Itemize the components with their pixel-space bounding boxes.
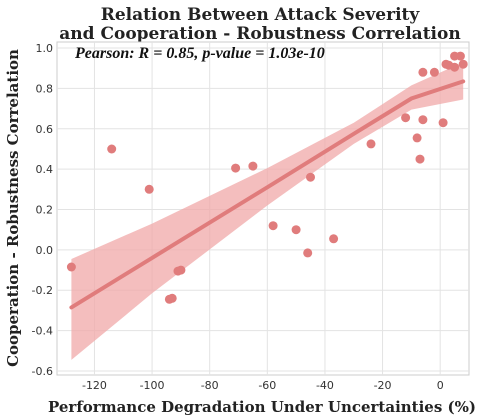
y-tick-label: 1.0 — [36, 42, 54, 55]
data-point — [144, 184, 154, 194]
data-point — [167, 293, 177, 303]
data-point — [66, 262, 76, 272]
y-tick-label: 0.6 — [36, 123, 54, 136]
data-point — [176, 265, 186, 275]
data-point — [418, 67, 428, 77]
data-point — [366, 139, 376, 149]
x-tick-label: -40 — [316, 379, 334, 392]
data-point — [291, 225, 301, 235]
data-point — [107, 144, 117, 154]
data-point — [412, 133, 422, 143]
data-point — [268, 221, 278, 231]
x-tick-label: -100 — [140, 379, 165, 392]
pearson-annotation: Pearson: R = 0.85, p-value = 1.03e-10 — [74, 45, 325, 62]
data-point — [401, 113, 411, 123]
data-point — [329, 234, 339, 244]
grid-lines — [57, 42, 469, 375]
data-point — [303, 248, 313, 258]
x-tick-label: -80 — [201, 379, 219, 392]
data-point — [231, 163, 241, 173]
y-tick-label: -0.6 — [32, 365, 53, 378]
x-tick-label: -60 — [258, 379, 276, 392]
data-point — [429, 67, 439, 77]
y-tick-label: 0.0 — [36, 244, 54, 257]
data-point — [248, 161, 258, 171]
data-point — [418, 115, 428, 125]
x-tick-labels: -120 -100 -80 -60 -40 -20 0 — [82, 379, 444, 392]
data-point — [458, 59, 468, 69]
y-tick-label: 0.2 — [36, 204, 54, 217]
chart-title-line2: and Cooperation - Robustness Correlation — [59, 24, 460, 44]
y-tick-labels: -0.6 -0.4 -0.2 0.0 0.2 0.4 0.6 0.8 1.0 — [32, 42, 53, 378]
x-tick-label: 0 — [437, 379, 444, 392]
regression-line — [69, 79, 466, 310]
y-tick-label: 0.4 — [36, 163, 54, 176]
data-point — [415, 154, 425, 164]
x-tick-label: -120 — [82, 379, 107, 392]
confidence-band — [71, 62, 464, 360]
y-tick-label: -0.4 — [32, 325, 53, 338]
x-tick-label: -20 — [374, 379, 392, 392]
data-point — [450, 62, 460, 72]
y-tick-label: -0.2 — [32, 284, 53, 297]
y-tick-label: 0.8 — [36, 82, 54, 95]
data-point — [306, 172, 315, 182]
data-point — [455, 51, 465, 61]
chart-title-line1: Relation Between Attack Severity — [101, 5, 421, 25]
x-axis-label: Performance Degradation Under Uncertaint… — [48, 398, 476, 416]
y-axis-label: Cooperation - Robustness Correlation — [4, 49, 22, 367]
data-points — [66, 51, 468, 304]
data-point — [438, 118, 448, 128]
